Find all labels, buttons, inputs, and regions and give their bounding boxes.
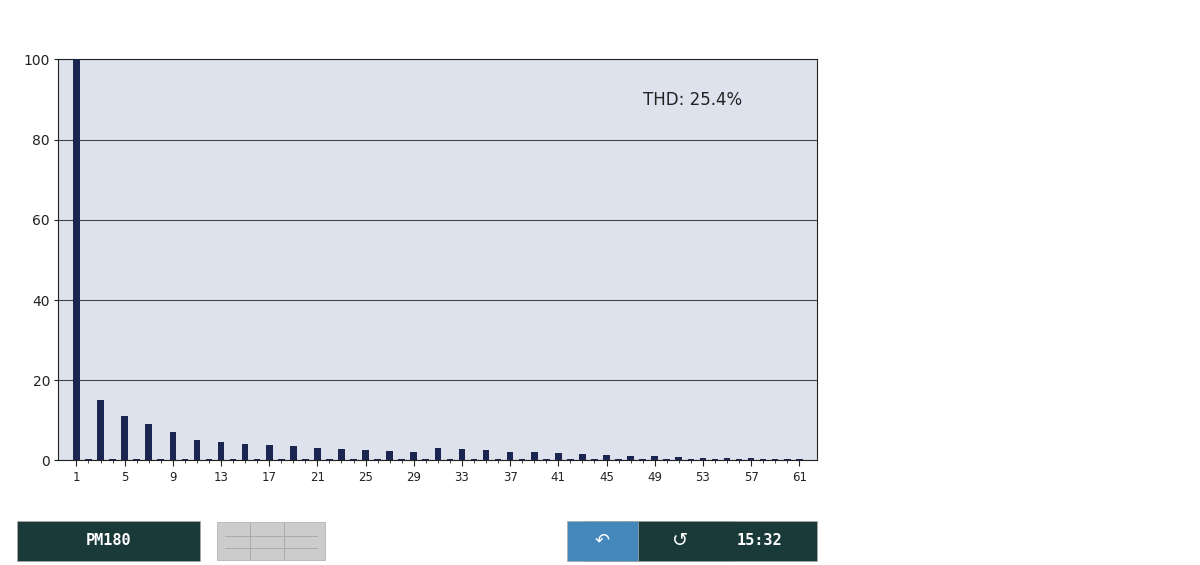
Bar xyxy=(314,447,320,460)
Bar xyxy=(616,459,622,460)
Bar xyxy=(628,455,634,460)
Bar xyxy=(145,424,152,460)
Bar xyxy=(121,416,128,460)
Bar xyxy=(422,459,430,460)
Bar xyxy=(97,400,104,460)
Bar xyxy=(625,521,734,561)
Bar xyxy=(133,459,140,460)
Bar xyxy=(217,522,325,560)
Bar xyxy=(458,449,466,460)
Bar xyxy=(784,459,791,460)
Bar xyxy=(542,459,550,460)
Text: RT I3 Spectrum: RT I3 Spectrum xyxy=(42,18,180,36)
Bar xyxy=(640,459,646,460)
Bar xyxy=(796,459,803,460)
Bar xyxy=(494,459,502,460)
Bar xyxy=(772,459,779,460)
Bar xyxy=(518,459,526,460)
Bar xyxy=(410,453,418,460)
Bar xyxy=(556,453,562,460)
Bar xyxy=(169,432,176,460)
Bar xyxy=(241,444,248,460)
Bar xyxy=(748,458,755,460)
Bar xyxy=(592,459,598,460)
Bar xyxy=(266,445,272,460)
Text: 15:32: 15:32 xyxy=(736,533,781,549)
Bar xyxy=(470,459,478,460)
Bar xyxy=(205,459,212,460)
Text: THD: 25.4%: THD: 25.4% xyxy=(643,92,742,110)
Bar xyxy=(688,459,694,460)
Bar xyxy=(290,446,296,460)
Bar xyxy=(338,449,344,460)
Bar xyxy=(724,458,731,460)
Bar xyxy=(398,459,406,460)
Bar xyxy=(17,521,200,561)
Text: PM180: PM180 xyxy=(85,533,131,549)
Bar xyxy=(362,450,368,460)
Bar xyxy=(278,459,284,460)
Bar xyxy=(181,459,188,460)
Bar xyxy=(229,459,236,460)
Bar xyxy=(109,459,116,460)
Bar xyxy=(700,458,706,460)
Bar xyxy=(434,447,442,460)
Bar xyxy=(568,459,574,460)
Bar xyxy=(568,521,638,561)
Bar xyxy=(580,454,586,460)
Bar xyxy=(583,521,817,561)
Bar xyxy=(302,459,308,460)
Text: ↶: ↶ xyxy=(594,532,610,550)
Bar xyxy=(676,457,682,460)
Bar xyxy=(73,59,79,460)
Bar xyxy=(652,457,658,460)
Text: ↺: ↺ xyxy=(672,532,688,550)
Bar xyxy=(712,459,719,460)
Bar xyxy=(85,459,92,460)
Bar xyxy=(386,451,392,460)
Bar xyxy=(760,459,767,460)
Bar xyxy=(157,459,164,460)
Bar xyxy=(374,459,380,460)
Bar xyxy=(506,451,514,460)
Bar xyxy=(217,442,224,460)
Bar xyxy=(736,459,743,460)
Bar xyxy=(350,459,356,460)
Bar xyxy=(446,459,454,460)
Bar xyxy=(530,453,538,460)
Bar xyxy=(664,459,670,460)
Bar xyxy=(193,441,200,460)
Bar xyxy=(326,459,332,460)
Bar xyxy=(482,450,490,460)
Bar xyxy=(604,455,610,460)
Bar xyxy=(254,459,260,460)
